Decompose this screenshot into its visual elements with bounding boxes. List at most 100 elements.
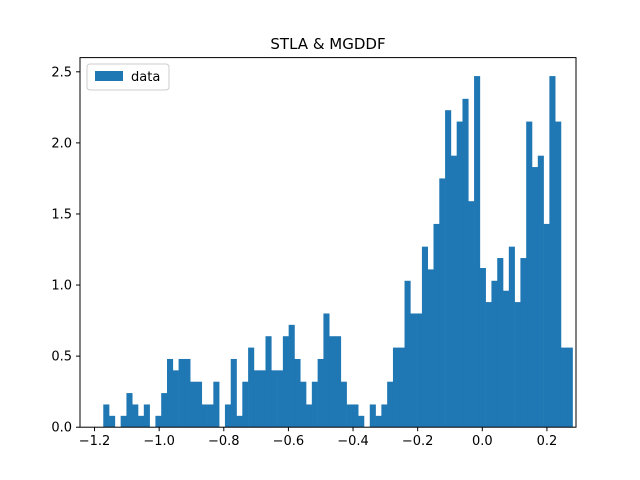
histogram-bar — [549, 76, 556, 428]
histogram-bar — [300, 381, 307, 428]
x-tick-label: 0.2 — [537, 434, 558, 449]
histogram-bar — [427, 269, 434, 428]
histogram-bar — [491, 280, 498, 428]
histogram-bar — [335, 336, 342, 428]
histogram-bar — [172, 370, 179, 428]
histogram-bar — [532, 167, 539, 428]
histogram-bar — [387, 381, 394, 428]
histogram-bar — [346, 404, 353, 428]
histogram-bar — [294, 358, 301, 428]
histogram-bar — [445, 110, 452, 428]
y-tick-label: 0.5 — [51, 350, 72, 365]
histogram-bar — [450, 155, 457, 428]
histogram-bars — [103, 76, 573, 428]
histogram-bar — [369, 404, 376, 428]
histogram-bar — [352, 404, 359, 428]
histogram-bar — [456, 121, 463, 428]
histogram-bar — [358, 415, 365, 428]
histogram-bar — [543, 223, 550, 428]
histogram-bar — [109, 415, 116, 428]
histogram-bar — [143, 404, 150, 428]
histogram-bar — [178, 358, 185, 428]
histogram-bar — [392, 347, 400, 428]
histogram-bar — [479, 267, 486, 428]
legend-label: data — [131, 70, 160, 85]
histogram-bar — [404, 280, 411, 428]
histogram-bar — [120, 415, 127, 428]
histogram-bar — [230, 358, 237, 428]
histogram-bar — [311, 381, 318, 428]
histogram-bar — [485, 302, 492, 428]
x-tick-label: −1.0 — [143, 434, 175, 449]
legend: data — [86, 63, 170, 91]
histogram-bar — [167, 358, 174, 428]
histogram-bar — [520, 258, 527, 428]
histogram-bar — [526, 121, 533, 428]
x-tick-label: −1.2 — [79, 434, 111, 449]
x-tick-label: −0.2 — [402, 434, 434, 449]
histogram-bar — [329, 336, 336, 428]
histogram-bar — [566, 347, 573, 428]
histogram-bar — [433, 223, 440, 428]
histogram-bar — [184, 358, 191, 428]
histogram-bar — [497, 258, 504, 428]
histogram-bar — [253, 370, 260, 428]
histogram-bar — [138, 415, 145, 428]
histogram-bar — [317, 358, 324, 428]
x-tick-label: 0.0 — [472, 434, 493, 449]
histogram-bar — [132, 404, 139, 428]
x-tick-label: −0.8 — [208, 434, 240, 449]
x-tick-label: −0.4 — [337, 434, 369, 449]
histogram-bar — [421, 246, 429, 428]
histogram-bar — [265, 336, 272, 428]
x-axis: −1.2 −1.0 −0.8 −0.6 −0.4 −0.2 0.0 0.2 — [79, 427, 558, 449]
histogram-bar — [277, 370, 284, 428]
histogram-bar — [537, 155, 544, 428]
legend-swatch — [95, 71, 123, 81]
histogram-bar — [259, 370, 266, 428]
histogram-bar — [207, 404, 214, 428]
histogram-bar — [248, 347, 255, 428]
histogram-bar — [410, 313, 417, 428]
histogram-bar — [508, 246, 515, 428]
histogram-bar — [201, 404, 208, 428]
y-tick-label: 2.0 — [51, 136, 72, 151]
histogram-bar — [375, 415, 382, 428]
y-tick-label: 1.0 — [51, 279, 72, 294]
histogram-bar — [462, 98, 469, 428]
histogram-bar — [190, 381, 197, 428]
histogram-bar — [103, 404, 110, 428]
histogram-bar — [155, 415, 162, 428]
histogram-bar — [242, 381, 249, 428]
x-tick-label: −0.6 — [273, 434, 305, 449]
chart-title: STLA & MGDDF — [270, 35, 385, 53]
histogram-bar — [416, 313, 423, 428]
y-tick-label: 0.0 — [51, 421, 72, 436]
plot-frame — [79, 57, 577, 428]
histogram-bar — [468, 201, 475, 428]
histogram-bar — [474, 76, 481, 428]
histogram-bar — [514, 302, 521, 428]
histogram-bar — [236, 415, 243, 428]
histogram-bar — [398, 347, 405, 428]
histogram-bar — [282, 336, 289, 428]
histogram-bar — [381, 404, 388, 428]
histogram-bar — [555, 121, 562, 428]
histogram-bar — [503, 290, 510, 428]
histogram-bar — [306, 404, 313, 428]
histogram-bar — [126, 393, 133, 428]
histogram-bar — [271, 370, 278, 428]
legend-box — [86, 63, 170, 91]
histogram-bar — [340, 381, 347, 428]
histogram-bar — [161, 393, 168, 428]
histogram-bar — [560, 347, 568, 428]
y-tick-label: 1.5 — [51, 207, 72, 222]
y-axis: 0.0 0.5 1.0 1.5 2.0 2.5 — [51, 65, 80, 436]
histogram-bar — [323, 313, 330, 428]
histogram-bar — [288, 324, 295, 428]
y-tick-label: 2.5 — [51, 65, 72, 80]
histogram-bar — [213, 381, 220, 428]
histogram-bar — [224, 404, 232, 428]
histogram-bar — [439, 178, 446, 428]
